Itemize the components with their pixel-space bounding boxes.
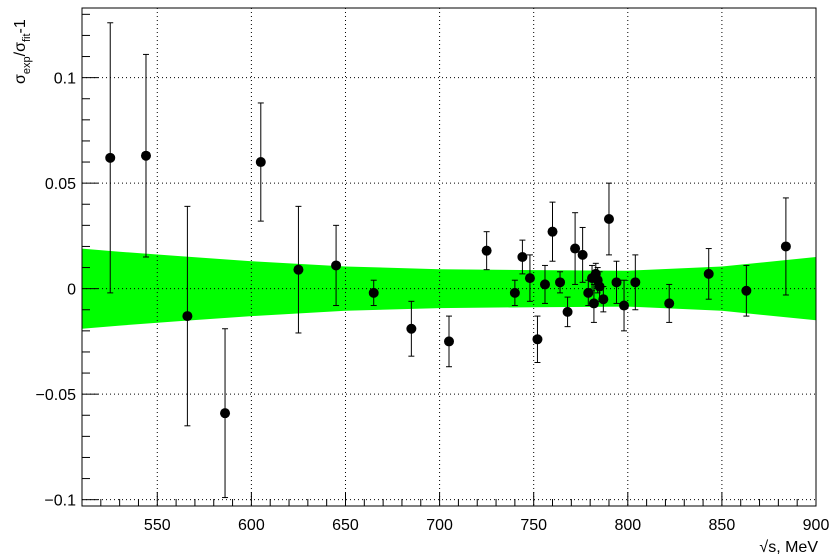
data-point-15 <box>539 279 550 290</box>
x-tick-label-550: 550 <box>144 517 171 534</box>
data-point-31 <box>630 277 641 288</box>
data-point-11 <box>509 287 520 298</box>
data-point-0 <box>105 152 116 163</box>
data-point-7 <box>368 287 379 298</box>
y-tick-label-1: −0.05 <box>36 387 77 404</box>
data-point-35 <box>780 241 791 252</box>
fit-uncertainty-band-layer <box>82 248 816 329</box>
data-point-27 <box>598 294 609 305</box>
data-point-2 <box>182 311 193 322</box>
data-point-19 <box>570 243 581 254</box>
data-point-26 <box>594 281 605 292</box>
plot-frame <box>81 7 817 507</box>
tick-mark-layer <box>81 13 817 506</box>
data-point-18 <box>562 306 573 317</box>
data-point-8 <box>406 323 417 334</box>
fit-uncertainty-band <box>82 248 816 329</box>
x-axis-title: √s, MeV <box>759 539 818 556</box>
data-point-4 <box>255 157 266 168</box>
data-point-12 <box>517 252 528 262</box>
data-point-14 <box>532 334 543 345</box>
y-tick-label-2: 0 <box>67 282 76 299</box>
y-axis-title-sub-fit: fit <box>21 33 33 42</box>
data-point-28 <box>603 214 614 225</box>
tick-label-layer: 550 600 650 700 750 800 850 900 −0.1 −0.05 0 0.05 0.… <box>36 71 830 534</box>
x-tick-label-900: 900 <box>803 517 830 534</box>
data-point-30 <box>619 300 630 311</box>
y-tick-label-4: 0.1 <box>54 71 76 88</box>
x-tick-label-800: 800 <box>614 517 641 534</box>
data-point-9 <box>444 336 454 347</box>
y-axis-title-sigma: σ <box>12 74 29 84</box>
data-point-10 <box>481 245 492 256</box>
data-point-1 <box>140 150 151 161</box>
data-point-13 <box>524 273 535 284</box>
data-point-5 <box>293 264 304 275</box>
x-tick-label-750: 750 <box>520 517 547 534</box>
y-axis-title-minus-one: -1 <box>12 19 29 33</box>
data-point-17 <box>555 277 566 288</box>
data-point-16 <box>547 226 558 237</box>
data-point-34 <box>741 285 752 296</box>
x-tick-label-850: 850 <box>709 517 736 534</box>
y-axis-title-text: σexp/σfit-1 <box>12 19 33 84</box>
x-tick-label-600: 600 <box>238 517 265 534</box>
y-tick-label-3: 0.05 <box>45 176 76 193</box>
x-tick-label-650: 650 <box>332 517 359 534</box>
y-axis-title: σexp/σfit-1 <box>12 19 33 84</box>
data-points-layer <box>105 22 791 499</box>
y-tick-label-0: −0.1 <box>44 493 76 510</box>
data-point-29 <box>611 277 622 288</box>
x-tick-label-700: 700 <box>426 517 453 534</box>
data-point-33 <box>703 268 714 279</box>
data-point-32 <box>664 298 675 309</box>
data-point-6 <box>331 260 342 271</box>
y-axis-title-slash: /σ <box>12 42 29 56</box>
data-point-20 <box>577 249 588 260</box>
data-point-3 <box>220 408 231 419</box>
data-point-23 <box>588 298 599 309</box>
y-axis-title-sub-exp: exp <box>21 56 33 74</box>
grid-layer <box>82 8 816 506</box>
